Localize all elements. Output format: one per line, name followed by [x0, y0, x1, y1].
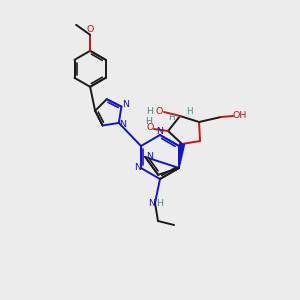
- Text: O: O: [155, 106, 163, 116]
- Text: O: O: [146, 122, 154, 131]
- Text: N: N: [148, 200, 155, 208]
- Text: H: H: [157, 200, 164, 208]
- Text: O: O: [86, 25, 94, 34]
- Polygon shape: [179, 144, 184, 168]
- Text: N: N: [157, 127, 164, 136]
- Text: N: N: [119, 120, 126, 129]
- Text: H: H: [186, 106, 192, 116]
- Text: N: N: [122, 100, 129, 109]
- Text: OH: OH: [233, 110, 247, 119]
- Text: H: H: [147, 106, 154, 116]
- Text: H: H: [146, 116, 153, 125]
- Text: N: N: [134, 164, 141, 172]
- Text: N: N: [146, 152, 153, 161]
- Text: H: H: [168, 112, 174, 122]
